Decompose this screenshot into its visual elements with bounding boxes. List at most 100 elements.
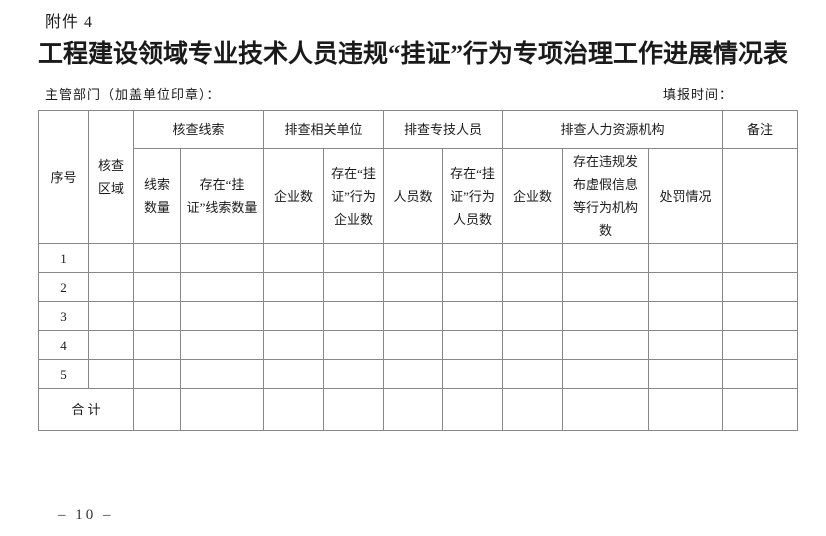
empty-cell [442, 359, 504, 389]
empty-cell [442, 330, 504, 360]
total-label-cell: 合 计 [38, 388, 134, 431]
table-row: 3 [38, 301, 799, 331]
empty-cell [133, 359, 181, 389]
empty-cell [648, 272, 724, 302]
empty-cell [263, 243, 325, 273]
empty-cell [383, 388, 444, 431]
table-row: 2 [38, 272, 799, 302]
empty-cell [88, 301, 134, 331]
empty-cell [323, 272, 385, 302]
empty-cell [562, 301, 650, 331]
row-number-cell: 4 [38, 330, 89, 360]
empty-cell [562, 243, 650, 273]
empty-cell [179, 330, 265, 360]
header-remark: 备注 [722, 110, 799, 149]
empty-cell [562, 359, 650, 389]
empty-cell [263, 359, 325, 389]
empty-cell [383, 330, 444, 360]
header-guazheng-personnel-count: 存在“挂证”行为人员数 [442, 148, 504, 244]
header-hr-enterprise-count: 企业数 [502, 148, 564, 244]
empty-cell [323, 359, 385, 389]
empty-cell [442, 301, 504, 331]
empty-cell [323, 243, 385, 273]
empty-cell [383, 301, 444, 331]
empty-cell [179, 388, 265, 431]
empty-cell [722, 330, 799, 360]
header-unit-enterprise-count: 企业数 [263, 148, 325, 244]
empty-cell [562, 330, 650, 360]
empty-cell [383, 359, 444, 389]
empty-cell [88, 359, 134, 389]
header-group-hr-agencies: 排查人力资源机构 [502, 110, 724, 149]
header-group-tech-personnel: 排查专技人员 [383, 110, 504, 149]
empty-cell [263, 388, 325, 431]
header-group-related-units: 排查相关单位 [263, 110, 385, 149]
empty-cell [442, 243, 504, 273]
header-punishment: 处罚情况 [648, 148, 724, 244]
empty-cell [133, 330, 181, 360]
table-row: 1 [38, 243, 799, 273]
row-number-cell: 2 [38, 272, 89, 302]
header-group-row: 序号 核查区域 核查线索 排查相关单位 排查专技人员 排查人力资源机构 备注 [38, 110, 799, 244]
department-label: 主管部门（加盖单位印章）： [45, 87, 221, 102]
empty-cell [722, 243, 799, 273]
empty-cell [502, 243, 564, 273]
empty-cell [722, 272, 799, 302]
attachment-label: 附件 4 [45, 14, 94, 31]
empty-cell [179, 272, 265, 302]
empty-cell [442, 272, 504, 302]
empty-cell [722, 359, 799, 389]
empty-cell [383, 243, 444, 273]
header-guazheng-enterprise-count: 存在“挂证”行为企业数 [323, 148, 385, 244]
empty-cell [133, 243, 181, 273]
empty-cell [133, 301, 181, 331]
empty-cell [179, 243, 265, 273]
header-group-check-clues: 核查线索 [132, 110, 265, 149]
empty-cell [263, 330, 325, 360]
empty-cell [263, 272, 325, 302]
empty-cell [648, 301, 724, 331]
empty-cell [648, 359, 724, 389]
empty-cell [562, 388, 650, 431]
row-number-cell: 1 [38, 243, 89, 273]
empty-cell [648, 388, 724, 431]
page-number: – 10 – [58, 507, 114, 523]
table-row: 4 [38, 330, 799, 360]
header-clue-count: 线索数量 [133, 148, 181, 244]
header-guazheng-clue-count: 存在“挂证”线索数量 [179, 148, 265, 244]
empty-cell [133, 388, 181, 431]
header-false-info-agency-count: 存在违规发布虚假信息等行为机构数 [562, 148, 650, 244]
fill-time-label: 填报时间： [662, 87, 733, 102]
empty-cell [179, 359, 265, 389]
empty-cell [502, 301, 564, 331]
empty-cell [179, 301, 265, 331]
empty-cell [722, 301, 799, 331]
empty-cell [88, 243, 134, 273]
empty-cell [88, 330, 134, 360]
meta-row: 主管部门（加盖单位印章）： 填报时间： [45, 84, 733, 103]
empty-cell [502, 272, 564, 302]
empty-cell [722, 388, 799, 431]
empty-cell [648, 330, 724, 360]
table-row: 5 [38, 359, 799, 389]
empty-cell [562, 272, 650, 302]
header-region: 核查区域 [88, 110, 134, 244]
empty-cell [323, 388, 385, 431]
empty-cell [502, 330, 564, 360]
empty-cell [323, 330, 385, 360]
header-sub-row: 线索数量 存在“挂证”线索数量 企业数 存在“挂证”行为企业数 人员数 存在“挂… [39, 148, 799, 244]
empty-cell [263, 301, 325, 331]
header-remark-empty-cell [722, 148, 799, 244]
header-personnel-count: 人员数 [383, 148, 444, 244]
total-row: 合 计 [38, 388, 799, 431]
empty-cell [383, 272, 444, 302]
empty-cell [442, 388, 504, 431]
progress-report-table: 序号 核查区域 核查线索 排查相关单位 排查专技人员 排查人力资源机构 备注 线… [38, 110, 799, 431]
header-seq: 序号 [38, 110, 89, 244]
empty-cell [133, 272, 181, 302]
row-number-cell: 5 [38, 359, 89, 389]
empty-cell [648, 243, 724, 273]
empty-cell [502, 359, 564, 389]
empty-cell [502, 388, 564, 431]
